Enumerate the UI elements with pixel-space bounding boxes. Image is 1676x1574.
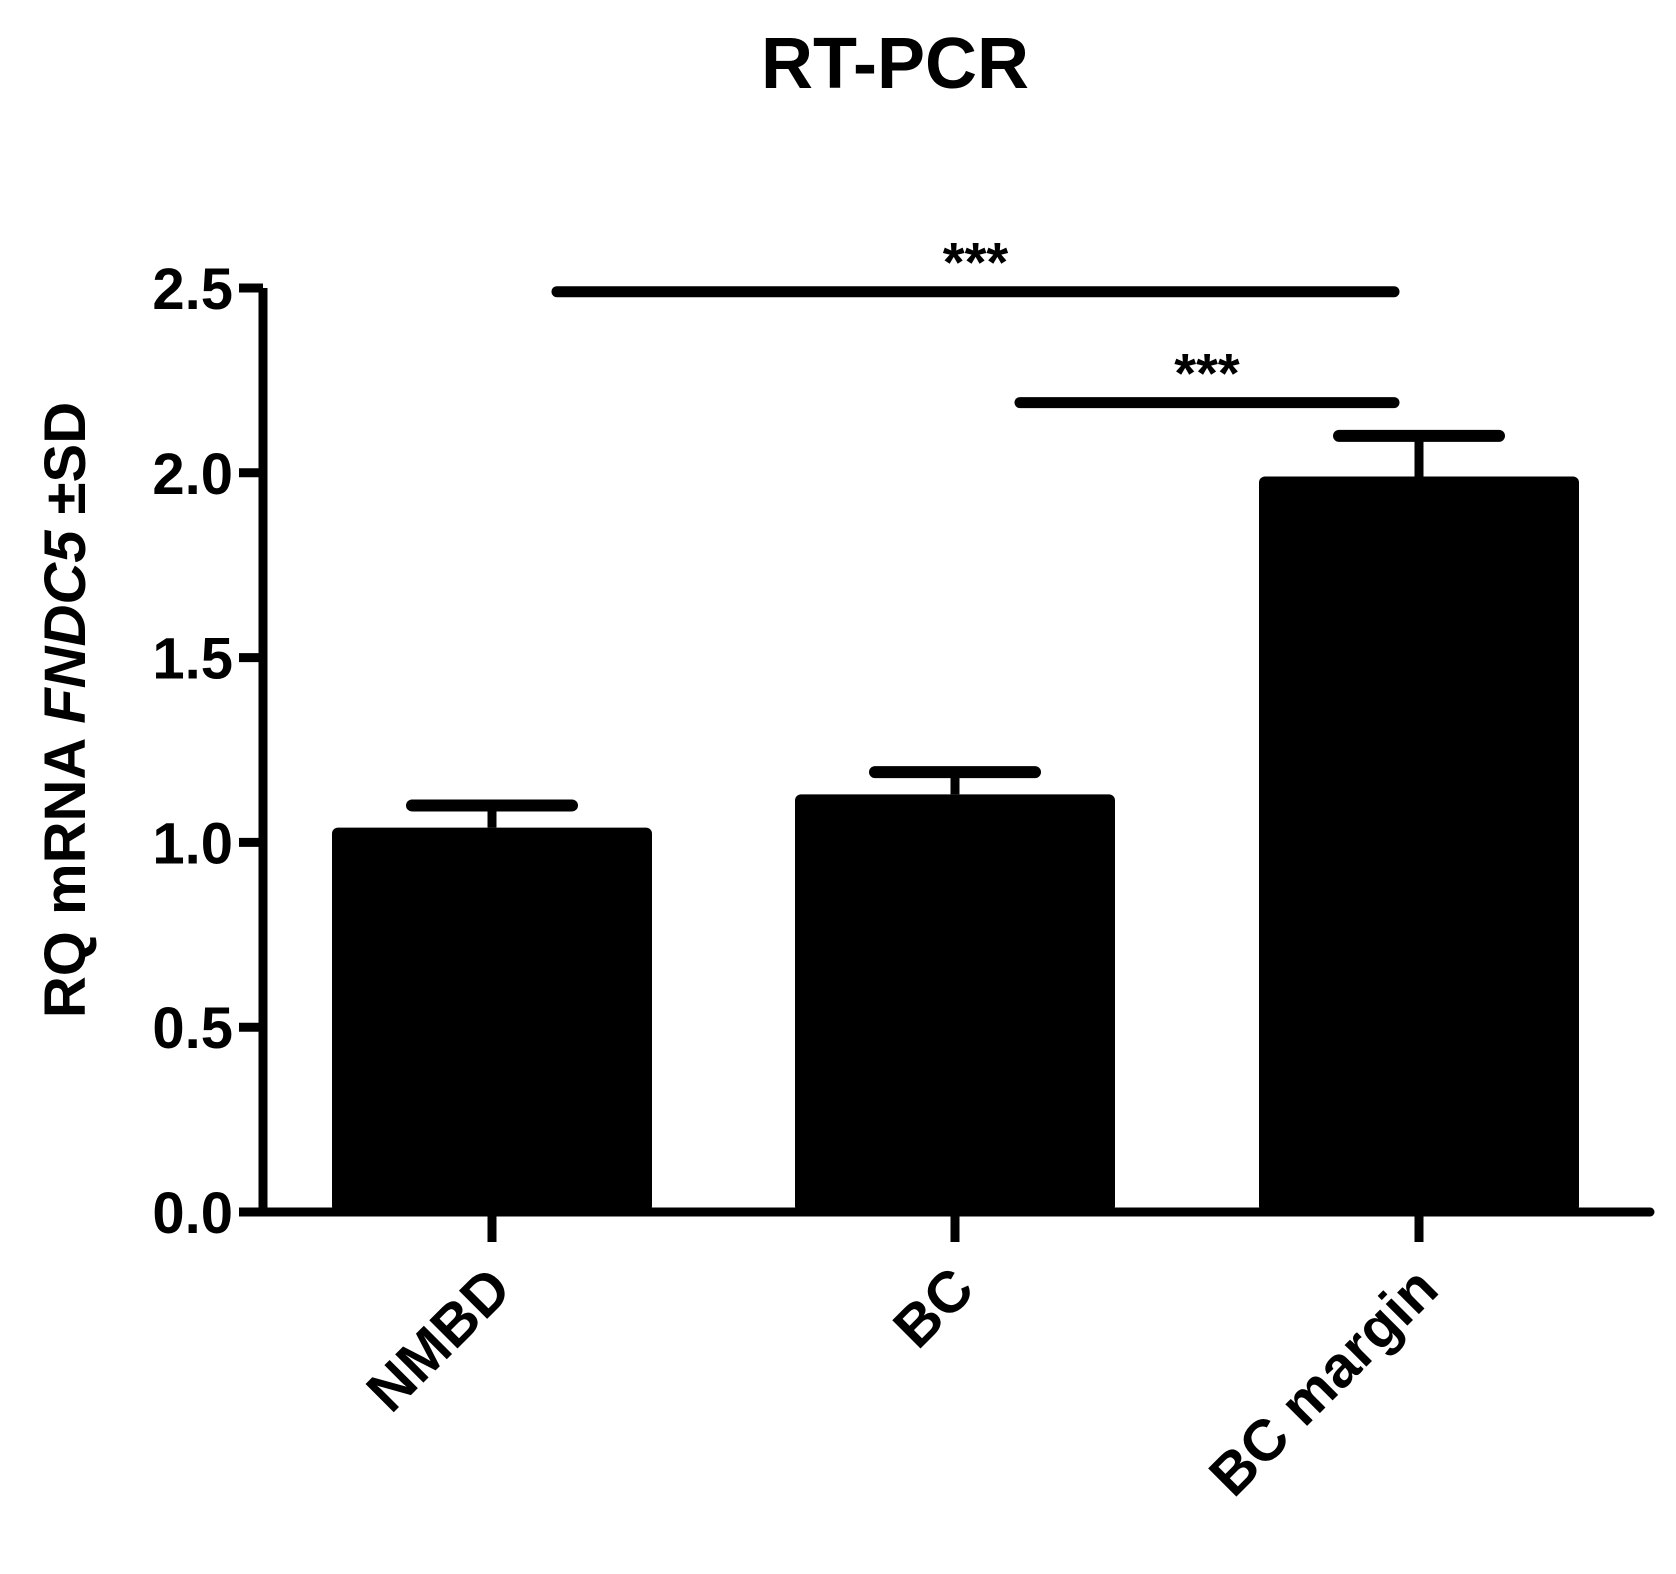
y-axis-label-gene: FNDC5 [33, 530, 98, 724]
y-tick-label: 0.0 [152, 1181, 233, 1246]
significance-label: *** [1174, 342, 1240, 405]
y-axis-label: RQ mRNA FNDC5 ±SD [33, 402, 98, 1018]
y-tick-label: 2.5 [152, 257, 233, 322]
y-axis-label-suffix: ±SD [33, 402, 98, 531]
x-tick-label: BC margin [1197, 1255, 1450, 1508]
chart-title: RT-PCR [761, 24, 1029, 104]
bar [1259, 476, 1579, 1213]
x-tick-label: BC [881, 1255, 986, 1360]
y-tick-label: 2.0 [152, 442, 233, 507]
y-tick-label: 1.5 [152, 627, 233, 692]
y-axis-label-prefix: RQ mRNA [33, 724, 98, 1018]
plot-area: 0.0 0.5 1.0 1.5 2.0 2.5 NMBD BC BC margin *** *** [152, 231, 1655, 1509]
bar [795, 794, 1115, 1212]
x-tick-label: NMBD [354, 1255, 523, 1424]
y-tick-label: 0.5 [152, 996, 233, 1061]
bar [332, 827, 652, 1212]
y-tick-label: 1.0 [152, 811, 233, 876]
significance-label: *** [943, 231, 1009, 294]
